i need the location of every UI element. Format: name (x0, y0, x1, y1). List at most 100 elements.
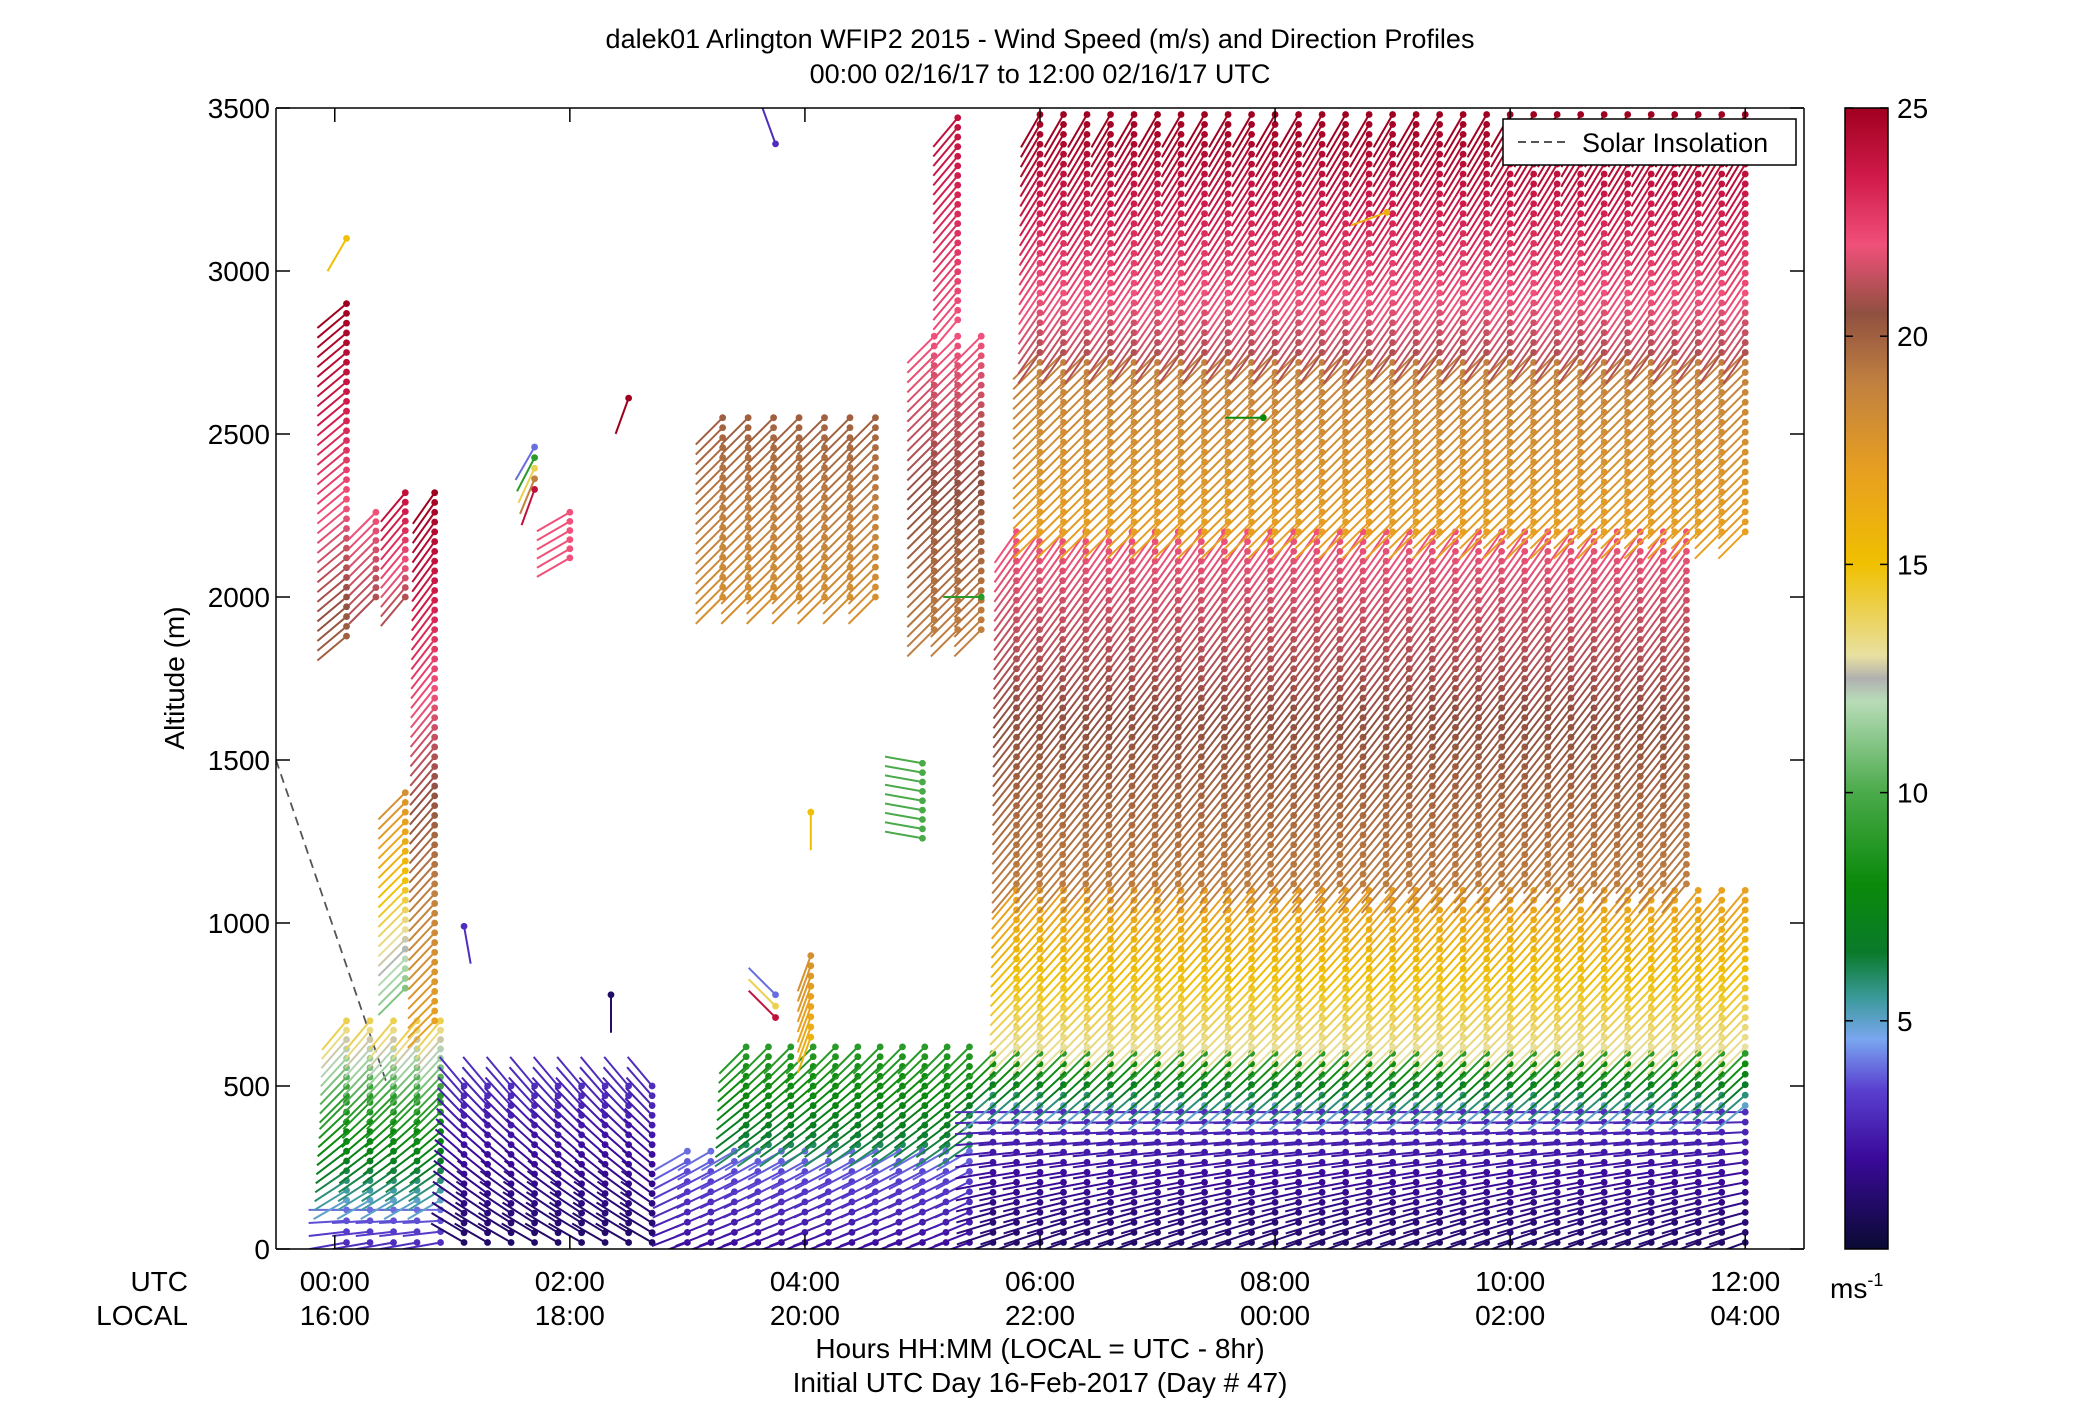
wind-barb-stick (724, 1150, 759, 1172)
wind-barb-stick (410, 599, 436, 632)
wind-barb-dot (954, 201, 962, 208)
wind-barb-stick (746, 526, 775, 555)
wind-barb-dot (977, 430, 985, 438)
wind-barb-stick (676, 1180, 712, 1200)
wind-barb-stick (796, 1016, 812, 1053)
wind-barb-stick (796, 496, 826, 525)
wind-barb-dot (795, 593, 803, 601)
wind-barb-stick (695, 466, 724, 496)
wind-barb-stick (479, 1170, 512, 1195)
wind-barb-stick (316, 508, 348, 535)
wind-barb-stick (555, 1066, 583, 1097)
wind-barb-dot (1694, 896, 1702, 904)
wind-barb-stick (387, 1130, 418, 1158)
wind-barb-stick (771, 416, 800, 446)
wind-barb-stick (676, 1170, 712, 1191)
wind-barb-dot (765, 1053, 772, 1061)
wind-barb-dot (431, 704, 439, 712)
wind-barb-dot (744, 464, 752, 471)
wind-barb-stick (822, 576, 851, 605)
wind-barb-stick (536, 538, 571, 560)
wind-barb-dot (954, 306, 962, 314)
wind-barb-stick (380, 529, 407, 561)
wind-barb-stick (720, 486, 749, 516)
wind-barb-stick (841, 1160, 876, 1181)
wind-barb-stick (746, 486, 775, 516)
wind-barb-dot (1036, 1188, 1044, 1196)
wind-barb-stick (316, 381, 348, 408)
wind-barb-stick (454, 1222, 489, 1244)
wind-barb-stick (652, 1201, 688, 1219)
wind-barb-dot (437, 1017, 444, 1025)
wind-barb-dot (431, 538, 439, 545)
wind-barb-stick (318, 1095, 348, 1124)
wind-barb-stick (530, 1097, 559, 1126)
wind-barb-stick (478, 1191, 512, 1214)
wind-barb-stick (379, 1219, 418, 1224)
wind-barb-stick (695, 536, 724, 565)
wind-barb-dot (719, 493, 727, 501)
wind-barb-dot (977, 567, 985, 575)
wind-barb-stick (906, 482, 935, 511)
wind-barb-stick (409, 775, 436, 806)
wind-barb-stick (380, 596, 407, 627)
wind-barb-stick (771, 476, 800, 506)
wind-barb-dot (648, 1229, 656, 1237)
wind-barb-stick (626, 1066, 653, 1097)
wind-barb-dot (343, 319, 350, 327)
wind-barb-stick (377, 958, 406, 987)
wind-barb-stick (911, 1190, 947, 1210)
wind-barb-dot (1389, 1188, 1397, 1196)
wind-barb-stick (746, 466, 775, 496)
wind-barb-stick (413, 1085, 442, 1115)
wind-barb-dot (343, 554, 350, 562)
wind-barb-stick (407, 980, 436, 1010)
wind-barb-stick (771, 596, 800, 625)
wind-barb-stick (408, 1169, 442, 1194)
wind-barb-stick (383, 1199, 418, 1220)
wind-barb-dot (431, 557, 439, 565)
wind-barb-dot (966, 1198, 973, 1206)
wind-barb-stick (414, 1048, 442, 1078)
wind-barb-dot (1694, 1168, 1702, 1176)
wind-barb-dot (977, 518, 985, 526)
wind-barb-stick (344, 1038, 371, 1069)
wind-barb-dot (531, 464, 538, 472)
wind-barb-stick (873, 1085, 904, 1112)
wind-barb-stick (379, 1230, 418, 1238)
wind-barb-dot (1295, 1198, 1302, 1206)
wind-barb-stick (720, 556, 749, 585)
wind-barb-dot (954, 249, 962, 256)
wind-barb-dot (1483, 1208, 1491, 1216)
wind-barb-dot (625, 1219, 633, 1227)
wind-barb-stick (906, 501, 935, 531)
wind-barb-stick (597, 1159, 630, 1185)
wind-barb-dot (1013, 1168, 1020, 1176)
wind-barb-stick (847, 546, 877, 575)
wind-barb-stick (822, 416, 851, 446)
wind-barb-stick (457, 1149, 489, 1175)
wind-barb-stick (377, 870, 406, 899)
wind-barb-dot (431, 988, 439, 995)
wind-barb-stick (930, 413, 959, 443)
wind-barb-stick (783, 1085, 814, 1112)
wind-barb-dot (1694, 1208, 1702, 1216)
wind-barb-dot (744, 474, 752, 481)
wind-barb-stick (720, 516, 749, 545)
wind-barb-stick (377, 889, 406, 918)
wind-barb-stick (822, 546, 851, 575)
wind-barb-stick (410, 1140, 442, 1167)
wind-barb-stick (336, 1199, 371, 1220)
wind-barb-stick (938, 1134, 971, 1159)
wind-barb-dot (821, 503, 828, 511)
wind-barb-dot (1342, 1168, 1349, 1176)
wind-barb-stick (822, 446, 851, 476)
wind-barb-stick (796, 1026, 812, 1063)
wind-barb-stick (316, 341, 348, 368)
wind-barb-stick (796, 975, 812, 1013)
wind-barb-dot (719, 583, 727, 591)
wind-barb-dot (977, 479, 985, 487)
wind-barb-stick (508, 1076, 536, 1107)
wind-barb-dot (372, 584, 380, 591)
